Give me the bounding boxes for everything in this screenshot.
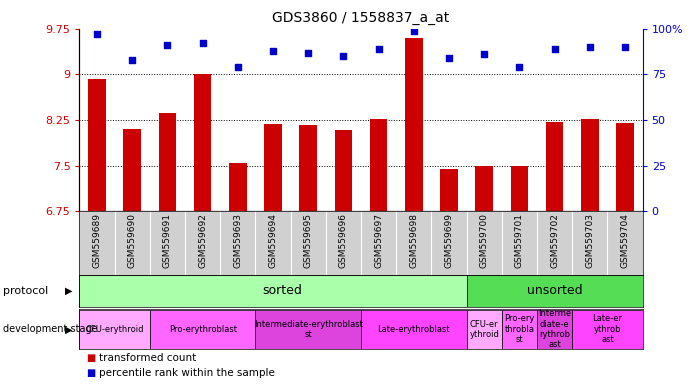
Text: ▶: ▶ [65, 286, 73, 296]
Bar [88, 79, 106, 211]
Bar [466, 310, 502, 349]
Text: GSM559700: GSM559700 [480, 213, 489, 268]
Point [126, 57, 138, 63]
Text: ■: ■ [86, 368, 95, 378]
Bar [546, 122, 563, 211]
Bar [475, 166, 493, 211]
Bar [79, 310, 150, 349]
Text: sorted: sorted [262, 285, 302, 297]
Bar [440, 169, 458, 211]
Text: GSM559692: GSM559692 [198, 213, 207, 268]
Bar [150, 310, 256, 349]
Bar [194, 74, 211, 211]
Text: protocol: protocol [3, 286, 48, 296]
Bar [537, 310, 572, 349]
Bar [299, 126, 317, 211]
Point [585, 44, 596, 50]
Point [514, 64, 525, 70]
Point [91, 31, 102, 37]
Point [338, 53, 349, 59]
Bar [361, 310, 466, 349]
Bar [405, 38, 423, 211]
Text: Interme
diate-e
rythrob
ast: Interme diate-e rythrob ast [538, 309, 571, 349]
Bar [581, 119, 598, 211]
Text: GSM559690: GSM559690 [128, 213, 137, 268]
Bar [370, 119, 388, 211]
Point [162, 42, 173, 48]
Text: Pro-erythroblast: Pro-erythroblast [169, 325, 236, 334]
Bar [466, 275, 643, 306]
Text: GSM559695: GSM559695 [304, 213, 313, 268]
Bar [334, 130, 352, 211]
Point [479, 51, 490, 57]
Text: Intermediate-erythroblast
st: Intermediate-erythroblast st [254, 319, 363, 339]
Text: CFU-er
ythroid: CFU-er ythroid [469, 319, 499, 339]
Text: GSM559704: GSM559704 [621, 213, 630, 268]
Bar [616, 123, 634, 211]
Point [549, 46, 560, 52]
Bar [572, 310, 643, 349]
Text: GSM559697: GSM559697 [374, 213, 383, 268]
Text: development stage: development stage [3, 324, 98, 334]
Text: GSM559691: GSM559691 [163, 213, 172, 268]
Text: GSM559696: GSM559696 [339, 213, 348, 268]
Text: ■: ■ [86, 353, 95, 363]
Bar [502, 310, 537, 349]
Text: unsorted: unsorted [527, 285, 583, 297]
Bar [124, 129, 141, 211]
Point [267, 48, 278, 54]
Bar [511, 166, 528, 211]
Text: GSM559693: GSM559693 [234, 213, 243, 268]
Point [232, 64, 243, 70]
Title: GDS3860 / 1558837_a_at: GDS3860 / 1558837_a_at [272, 11, 450, 25]
Text: ▶: ▶ [65, 324, 73, 334]
Text: Pro-ery
throbla
st: Pro-ery throbla st [504, 314, 535, 344]
Text: percentile rank within the sample: percentile rank within the sample [99, 368, 275, 378]
Point [444, 55, 455, 61]
Point [197, 40, 208, 46]
Text: Late-er
ythrob
ast: Late-er ythrob ast [592, 314, 623, 344]
Text: GSM559689: GSM559689 [93, 213, 102, 268]
Text: GSM559699: GSM559699 [444, 213, 453, 268]
Point [303, 50, 314, 56]
Text: GSM559694: GSM559694 [269, 213, 278, 268]
Text: GSM559702: GSM559702 [550, 213, 559, 268]
Text: GSM559701: GSM559701 [515, 213, 524, 268]
Text: Late-erythroblast: Late-erythroblast [377, 325, 450, 334]
Bar [264, 124, 282, 211]
Point [373, 46, 384, 52]
Bar [79, 275, 466, 306]
Bar [159, 113, 176, 211]
Point [620, 44, 631, 50]
Text: transformed count: transformed count [99, 353, 196, 363]
Bar [229, 163, 247, 211]
Bar [256, 310, 361, 349]
Text: GSM559703: GSM559703 [585, 213, 594, 268]
Text: GSM559698: GSM559698 [409, 213, 418, 268]
Text: CFU-erythroid: CFU-erythroid [86, 325, 144, 334]
Point [408, 28, 419, 34]
